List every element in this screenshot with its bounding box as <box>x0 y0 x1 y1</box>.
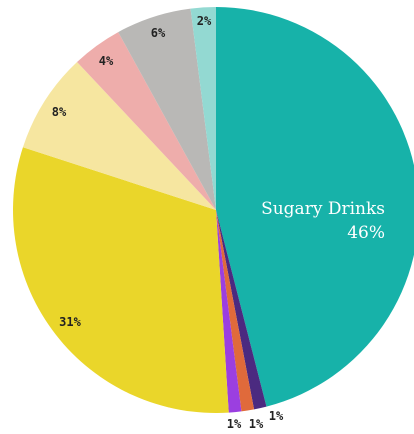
slice-value-label-4: 1% <box>227 417 242 431</box>
slice-name-label-1: Sugary Drinks <box>261 199 385 219</box>
slice-value-label-8: 6% <box>151 26 166 40</box>
pie-slice-8 <box>118 8 216 210</box>
slice-value-label-9: 2% <box>197 14 212 28</box>
pie-labels: Sugary Drinks 46% 1% 1% 1% 31% 8% 4% 6% 2% <box>52 14 385 431</box>
slice-value-label-1: 46% <box>347 223 385 243</box>
pie-slice-6 <box>22 62 216 210</box>
slice-value-label-7: 4% <box>99 54 114 68</box>
pie-slice-2 <box>216 210 267 410</box>
slice-value-label-6: 8% <box>52 105 67 119</box>
pie-slice-9 <box>190 7 216 210</box>
slice-value-label-5: 31% <box>59 315 81 329</box>
slice-value-label-3: 1% <box>249 417 264 431</box>
slice-value-label-2: 1% <box>269 409 284 423</box>
pie-slice-5 <box>13 147 229 414</box>
pie-slice-3 <box>216 210 255 412</box>
pie-slice-4 <box>216 210 242 413</box>
pie-slice-1 <box>216 7 414 407</box>
pie-slices <box>13 7 414 414</box>
pie-slice-7 <box>77 32 216 210</box>
